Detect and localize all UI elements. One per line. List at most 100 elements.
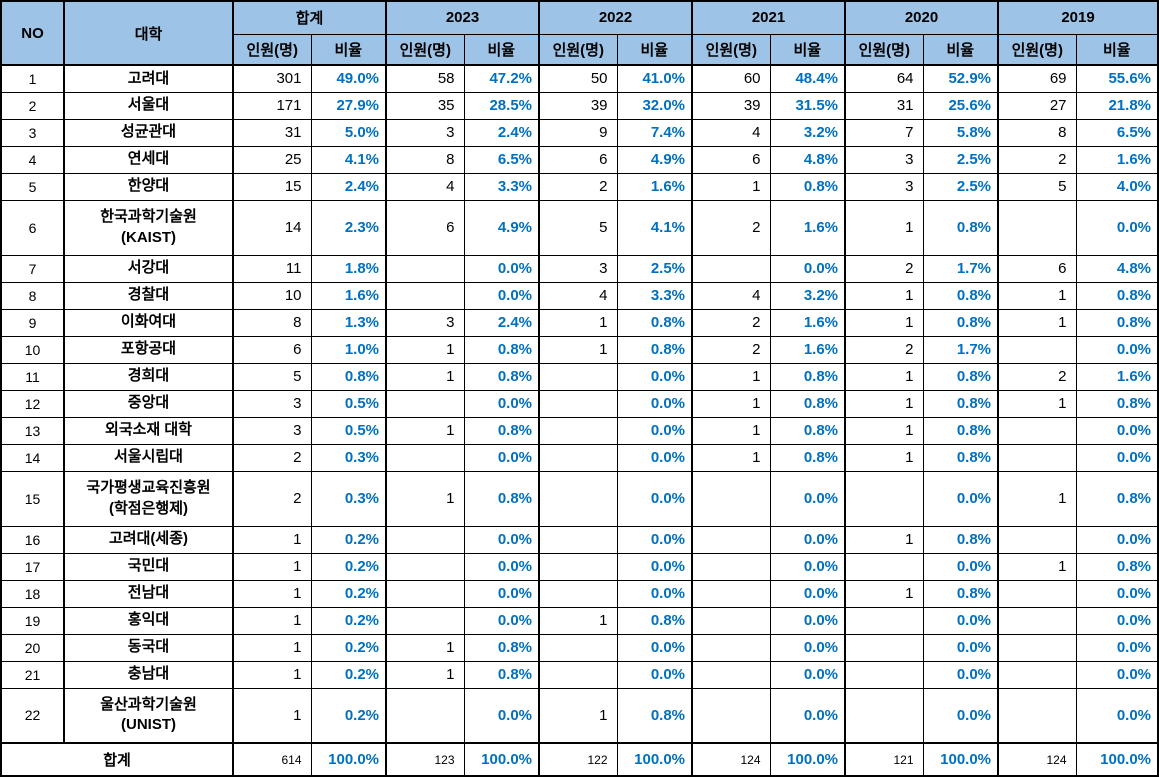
count-cell [538,389,618,418]
table-row: 3 성균관대 31 5.0% 3 2.4% 9 7.4% 4 3.2% 7 5.8% 8 6.5% [0,118,1159,147]
ratio-cell: 4.8% [1075,254,1159,283]
ratio-cell: 0.8% [616,335,693,364]
ratio-cell: 0.0% [1075,443,1159,472]
table-header: NO 대학 합계 2023 2022 2021 2020 2019 인원(명) 비… [0,0,1159,66]
ratio-cell: 1.3% [310,308,387,337]
ratio-cell: 48.4% [769,64,846,93]
header-sub-row: 인원(명) 비율 인원(명) 비율 인원(명) 비율 인원(명) 비율 인원(명) 비율 인원(명)… [1,33,1159,66]
count-cell [997,687,1077,744]
count-cell: 1 [844,443,924,472]
ratio-cell: 0.0% [616,633,693,662]
count-cell: 14 [232,199,312,256]
ratio-cell: 0.8% [922,389,999,418]
ratio-cell: 0.8% [922,443,999,472]
col-header-count: 인원(명) [997,33,1077,66]
ratio-cell: 6.5% [463,145,540,174]
ratio-cell: 1.6% [616,172,693,201]
count-cell: 1 [691,389,771,418]
count-cell: 1 [385,660,465,689]
ratio-cell: 0.8% [616,308,693,337]
ratio-cell: 4.9% [616,145,693,174]
ratio-cell: 0.0% [769,633,846,662]
table-row: 11 경희대 5 0.8% 1 0.8% 0.0% 1 0.8% 1 0.8% 2 1.6% [0,362,1159,391]
row-number: 11 [0,362,65,391]
university-name: 포항공대 [63,335,234,364]
ratio-cell: 0.0% [463,389,540,418]
count-cell: 1 [844,416,924,445]
count-cell: 1 [385,470,465,527]
ratio-cell: 0.3% [310,443,387,472]
count-cell: 60 [691,64,771,93]
table-footer: 합계 614 100.0% 123 100.0% 122 100.0% 124 100.0% 1… [0,742,1159,777]
ratio-cell: 0.0% [769,525,846,554]
total-row: 합계 614 100.0% 123 100.0% 122 100.0% 124 100.0% 1… [0,742,1159,777]
row-number: 16 [0,525,65,554]
row-number: 18 [0,579,65,608]
col-group-total: 합계 [231,0,387,35]
count-cell: 6 [538,145,618,174]
ratio-cell: 52.9% [922,64,999,93]
total-count-cell: 122 [538,742,618,777]
count-cell [997,416,1077,445]
count-cell: 1 [538,335,618,364]
count-cell: 2 [691,199,771,256]
count-cell: 58 [385,64,465,93]
count-cell: 1 [691,416,771,445]
count-cell: 1 [997,281,1077,310]
ratio-cell: 0.8% [616,687,693,744]
count-cell: 7 [844,118,924,147]
col-header-count: 인원(명) [538,33,618,66]
count-cell: 1 [538,687,618,744]
col-header-count: 인원(명) [691,33,771,66]
count-cell [538,633,618,662]
ratio-cell: 0.8% [1075,389,1159,418]
count-cell: 1 [691,172,771,201]
count-cell [385,254,465,283]
ratio-cell: 0.8% [463,660,540,689]
row-number: 17 [0,552,65,581]
ratio-cell: 2.4% [463,118,540,147]
university-name: 경희대 [63,362,234,391]
ratio-cell: 2.5% [616,254,693,283]
count-cell [997,606,1077,635]
row-number: 9 [0,308,65,337]
count-cell: 3 [385,118,465,147]
ratio-cell: 1.6% [310,281,387,310]
count-cell [538,552,618,581]
count-cell: 5 [997,172,1077,201]
count-cell: 2 [997,145,1077,174]
count-cell: 2 [232,443,312,472]
col-header-count: 인원(명) [844,33,924,66]
count-cell: 1 [844,579,924,608]
ratio-cell: 55.6% [1075,64,1159,93]
count-cell: 4 [385,172,465,201]
ratio-cell: 0.8% [922,281,999,310]
ratio-cell: 0.0% [616,579,693,608]
count-cell [844,470,924,527]
count-cell: 6 [385,199,465,256]
count-cell: 1 [385,633,465,662]
col-group-2019: 2019 [997,0,1159,35]
count-cell [691,633,771,662]
ratio-cell: 2.4% [310,172,387,201]
table-row: 13 외국소재 대학 3 0.5% 1 0.8% 0.0% 1 0.8% 1 0.8% 0.0% [0,416,1159,445]
row-number: 8 [0,281,65,310]
ratio-cell: 0.0% [463,443,540,472]
ratio-cell: 0.0% [922,633,999,662]
ratio-cell: 0.8% [922,362,999,391]
ratio-cell: 0.0% [616,389,693,418]
ratio-cell: 0.8% [616,606,693,635]
count-cell: 31 [232,118,312,147]
ratio-cell: 0.5% [310,416,387,445]
count-cell [385,552,465,581]
ratio-cell: 0.0% [463,254,540,283]
ratio-cell: 4.9% [463,199,540,256]
table-row: 16 고려대(세종) 1 0.2% 0.0% 0.0% 0.0% 1 0.8% 0.0% [0,525,1159,554]
count-cell [997,335,1077,364]
count-cell: 1 [232,660,312,689]
university-name: 성균관대 [63,118,234,147]
count-cell: 3 [232,389,312,418]
count-cell: 1 [997,308,1077,337]
university-name: 경찰대 [63,281,234,310]
row-number: 22 [0,687,65,744]
